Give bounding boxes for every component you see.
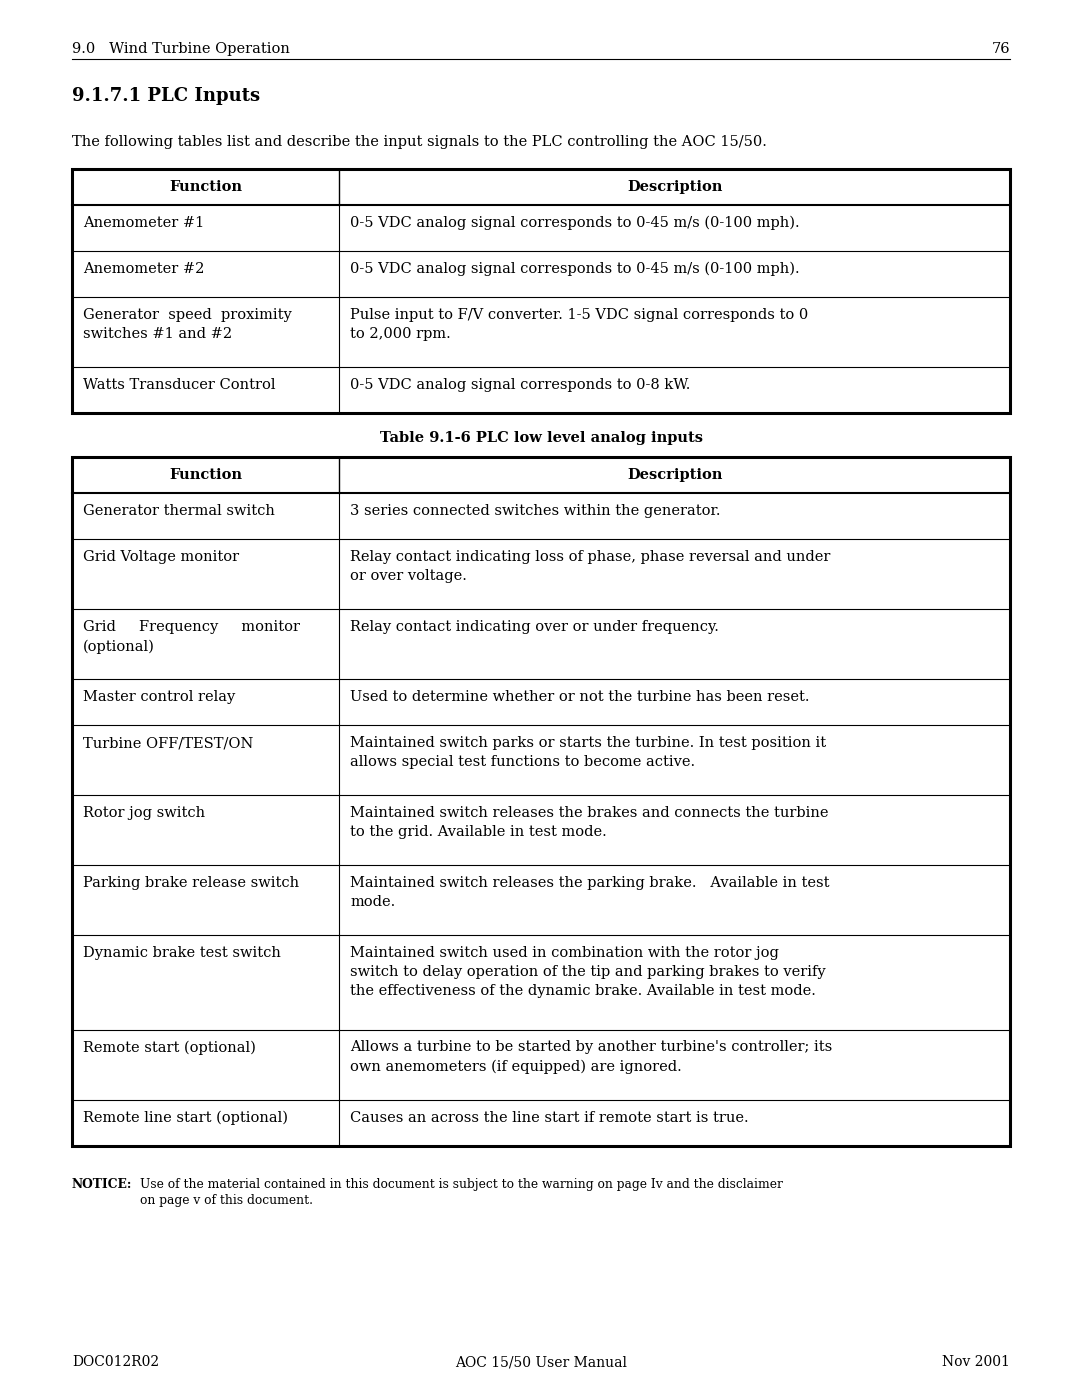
Text: Use of the material contained in this document is subject to the warning on page: Use of the material contained in this do… (140, 1178, 783, 1190)
Text: Anemometer #2: Anemometer #2 (83, 263, 204, 277)
Bar (72, 457, 1010, 1146)
Text: Function: Function (170, 180, 242, 194)
Text: Function: Function (170, 468, 242, 482)
Text: Allows a turbine to be started by another turbine's controller; its
own anemomet: Allows a turbine to be started by anothe… (350, 1041, 833, 1074)
Text: Causes an across the line start if remote start is true.: Causes an across the line start if remot… (350, 1111, 748, 1125)
Text: 0-5 VDC analog signal corresponds to 0-45 m/s (0-100 mph).: 0-5 VDC analog signal corresponds to 0-4… (350, 263, 800, 277)
Text: Remote line start (optional): Remote line start (optional) (83, 1111, 288, 1125)
Text: AOC 15/50 User Manual: AOC 15/50 User Manual (455, 1355, 627, 1369)
Text: Master control relay: Master control relay (83, 690, 235, 704)
Text: The following tables list and describe the input signals to the PLC controlling : The following tables list and describe t… (72, 136, 767, 149)
Text: Maintained switch parks or starts the turbine. In test position it
allows specia: Maintained switch parks or starts the tu… (350, 736, 826, 770)
Text: Table 9.1-6 PLC low level analog inputs: Table 9.1-6 PLC low level analog inputs (379, 432, 702, 446)
Text: Used to determine whether or not the turbine has been reset.: Used to determine whether or not the tur… (350, 690, 810, 704)
Text: Maintained switch releases the brakes and connects the turbine
to the grid. Avai: Maintained switch releases the brakes an… (350, 806, 828, 840)
Text: Relay contact indicating over or under frequency.: Relay contact indicating over or under f… (350, 620, 719, 634)
Text: Generator  speed  proximity
switches #1 and #2: Generator speed proximity switches #1 an… (83, 309, 292, 341)
Text: 3 series connected switches within the generator.: 3 series connected switches within the g… (350, 504, 720, 518)
Text: Anemometer #1: Anemometer #1 (83, 217, 204, 231)
Text: 9.0   Wind Turbine Operation: 9.0 Wind Turbine Operation (72, 42, 289, 56)
Text: Watts Transducer Control: Watts Transducer Control (83, 379, 275, 393)
Text: Dynamic brake test switch: Dynamic brake test switch (83, 946, 281, 960)
Text: Parking brake release switch: Parking brake release switch (83, 876, 299, 890)
Text: Nov 2001: Nov 2001 (942, 1355, 1010, 1369)
Text: Maintained switch used in combination with the rotor jog
switch to delay operati: Maintained switch used in combination wi… (350, 946, 826, 999)
Text: on page v of this document.: on page v of this document. (140, 1193, 313, 1207)
Text: Rotor jog switch: Rotor jog switch (83, 806, 205, 820)
Text: Relay contact indicating loss of phase, phase reversal and under
or over voltage: Relay contact indicating loss of phase, … (350, 550, 831, 583)
Text: Turbine OFF/TEST/ON: Turbine OFF/TEST/ON (83, 736, 254, 750)
Text: Generator thermal switch: Generator thermal switch (83, 504, 275, 518)
Text: 9.1.7.1 PLC Inputs: 9.1.7.1 PLC Inputs (72, 87, 260, 105)
Text: Grid Voltage monitor: Grid Voltage monitor (83, 550, 239, 564)
Text: Description: Description (627, 468, 723, 482)
Bar (72, 169, 1010, 414)
Text: DOC012R02: DOC012R02 (72, 1355, 159, 1369)
Text: Grid     Frequency     monitor
(optional): Grid Frequency monitor (optional) (83, 620, 300, 654)
Text: Pulse input to F/V converter. 1-5 VDC signal corresponds to 0
to 2,000 rpm.: Pulse input to F/V converter. 1-5 VDC si… (350, 309, 809, 341)
Text: Maintained switch releases the parking brake.   Available in test
mode.: Maintained switch releases the parking b… (350, 876, 829, 909)
Text: 0-5 VDC analog signal corresponds to 0-8 kW.: 0-5 VDC analog signal corresponds to 0-8… (350, 379, 691, 393)
Text: 76: 76 (991, 42, 1010, 56)
Text: Remote start (optional): Remote start (optional) (83, 1041, 256, 1055)
Text: Description: Description (627, 180, 723, 194)
Text: 0-5 VDC analog signal corresponds to 0-45 m/s (0-100 mph).: 0-5 VDC analog signal corresponds to 0-4… (350, 217, 800, 231)
Text: NOTICE:: NOTICE: (72, 1178, 133, 1190)
